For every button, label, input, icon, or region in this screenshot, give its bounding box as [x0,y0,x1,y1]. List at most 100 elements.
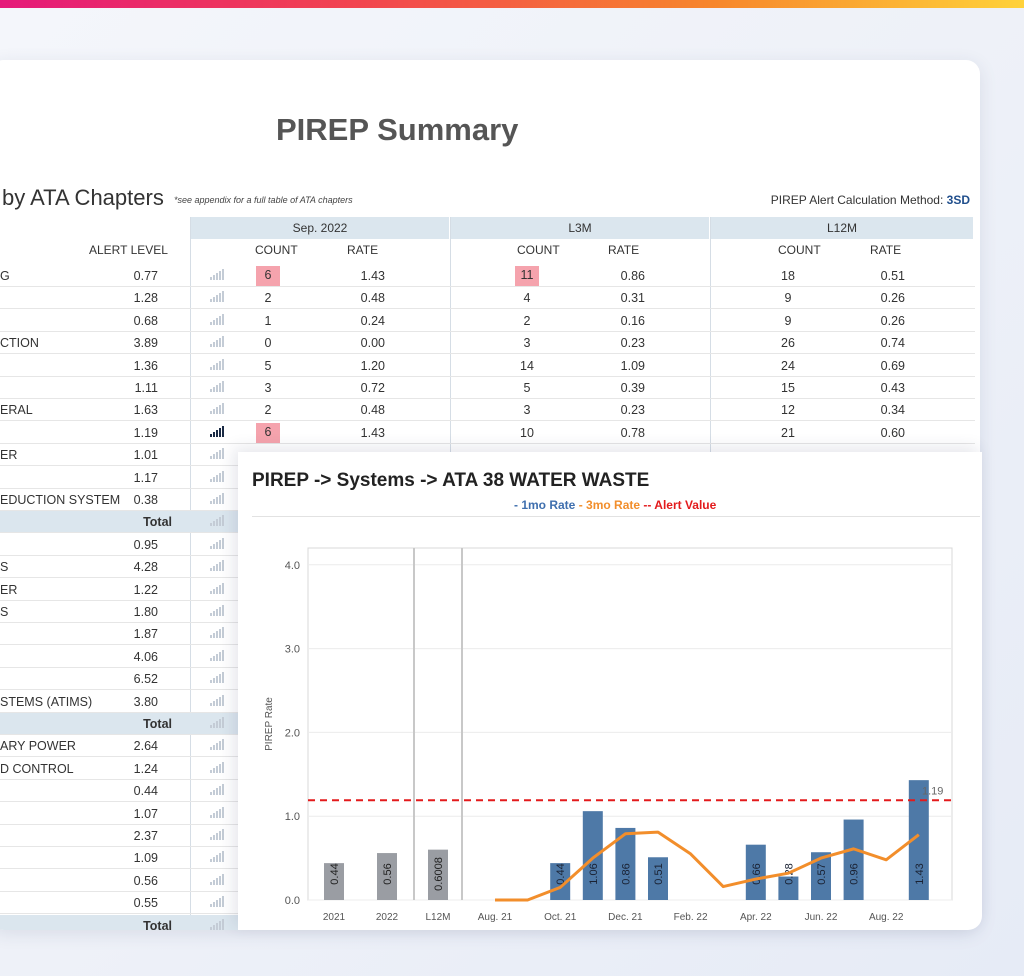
ata-chapter-label: S [0,560,9,575]
l12m-count: 26 [781,336,795,351]
y-tick-label: 2.0 [285,727,300,739]
table-row[interactable]: 1.28 2 0.48 4 0.31 9 0.26 [0,287,975,310]
x-tick-label: Oct. 21 [544,912,577,923]
table-row[interactable]: 1.11 3 0.72 5 0.39 15 0.43 [0,377,975,399]
bar-chart-icon[interactable] [210,761,224,773]
bar-chart-icon[interactable] [210,717,224,728]
bar-chart-icon[interactable] [210,672,224,684]
x-tick-label: Apr. 22 [740,912,772,923]
table-row[interactable]: G 0.77 6 1.43 11 0.86 18 0.51 [0,265,975,287]
month-bar-label: 0.66 [751,863,763,884]
bar-chart-icon[interactable] [210,873,224,885]
l12m-count: 18 [781,269,795,283]
col-count-3: COUNT [778,243,821,257]
x-tick-label: L12M [425,912,450,923]
bar-chart-icon[interactable] [210,291,224,303]
table-row[interactable]: ERAL 1.63 2 0.48 3 0.23 12 0.34 [0,399,975,422]
l12m-count: 21 [781,425,795,440]
month-bar [615,827,636,900]
three-month-rate-line [495,830,920,902]
bar-chart-icon[interactable] [210,537,224,549]
x-tick-label: Dec. 21 [608,912,643,923]
section-title: by ATA Chapters [2,185,164,210]
l12m-rate: 0.43 [880,381,905,395]
l12m-count: 12 [781,403,795,418]
l3m-count: 3 [523,403,531,418]
bar-chart-icon[interactable] [210,470,224,482]
bar-chart-icon[interactable] [210,269,224,280]
bar-chart-icon[interactable] [210,918,224,930]
alert-level-value: 1.19 [133,425,158,440]
bar-chart-icon[interactable] [210,515,224,527]
ata-chapter-label: S [0,605,9,619]
alert-level-value: 1.22 [133,582,158,597]
bar-chart-icon[interactable] [210,829,224,840]
alert-level-value: 0.44 [133,784,158,799]
month-bar [843,819,864,900]
bar-chart-icon[interactable] [210,313,224,325]
alert-level-value: 1.80 [133,605,158,619]
x-tick-label: 2022 [376,912,399,923]
alert-level-value: 3.80 [133,694,158,709]
alert-level-value: 1.36 [133,358,158,373]
month-bar-label: 0.86 [620,863,632,884]
bar-chart-icon[interactable] [210,448,224,460]
sep-rate: 1.43 [360,425,385,440]
month-bar [745,844,766,900]
x-tick-label: Jun. 22 [805,912,838,923]
bar-chart-icon[interactable] [210,493,224,504]
l12m-rate: 0.74 [880,336,905,351]
bar-chart-icon[interactable] [210,627,224,639]
sep-count: 2 [264,403,272,418]
sep-count: 5 [264,358,272,373]
chart-card: PIREP -> Systems -> ATA 38 WATER WASTE -… [238,452,982,930]
l12m-rate: 0.34 [880,403,905,418]
alert-level-value: 1.09 [133,851,158,866]
bar-chart-icon[interactable] [210,649,224,661]
month-bar [811,852,831,900]
bar-chart-icon[interactable] [210,896,224,908]
month-bar-label: 0.96 [849,863,861,884]
l12m-count: 9 [784,291,792,306]
month-bar-label: 0.57 [816,863,828,884]
bar-chart-icon[interactable] [210,605,224,616]
bar-chart-icon[interactable] [210,851,224,863]
alert-level-value: 3.89 [133,336,158,351]
bar-chart-icon[interactable] [210,739,224,751]
l3m-count: 11 [515,266,539,286]
bar-chart-icon[interactable] [210,582,224,594]
summary-bar-label: 0.6008 [433,857,445,891]
bar-chart-icon[interactable] [210,358,224,370]
month-bar-label: 1.43 [914,863,926,884]
legend-1mo-rate: - 1mo Rate [514,498,576,512]
bar-chart-icon[interactable] [210,806,224,818]
alert-level-value: 2.37 [133,829,158,843]
chart-title: PIREP -> Systems -> ATA 38 WATER WASTE [252,470,650,491]
summary-bar [377,853,397,900]
bar-chart-icon[interactable] [210,694,224,706]
l3m-rate: 0.78 [620,425,645,440]
bar-chart-icon[interactable] [210,381,224,392]
bar-chart-icon[interactable] [210,560,224,572]
l3m-rate: 0.86 [620,269,645,283]
alert-level-value: 4.06 [133,649,158,664]
bar-chart-icon[interactable] [210,784,224,796]
bar-chart-icon[interactable] [210,403,224,415]
table-row[interactable]: 0.68 1 0.24 2 0.16 9 0.26 [0,310,975,332]
table-row[interactable]: CTION 3.89 0 0.00 3 0.23 26 0.74 [0,332,975,355]
sep-rate: 0.00 [360,336,385,351]
l12m-rate: 0.26 [880,313,905,328]
bar-chart-icon[interactable] [210,425,224,437]
l3m-count: 2 [523,313,531,328]
alert-level-value: 1.07 [133,806,158,821]
sep-rate: 0.48 [360,291,385,306]
x-tick-label: 2021 [323,912,346,923]
sep-rate: 1.43 [360,269,385,283]
bar-chart-icon[interactable] [210,336,224,348]
col-rate-3: RATE [870,243,902,257]
table-row[interactable]: 1.19 6 1.43 10 0.78 21 0.60 [0,422,975,444]
chart-divider [252,516,980,517]
l12m-rate: 0.69 [880,358,905,373]
alert-level-value: 0.77 [133,269,158,283]
table-row[interactable]: 1.36 5 1.20 14 1.09 24 0.69 [0,355,975,377]
